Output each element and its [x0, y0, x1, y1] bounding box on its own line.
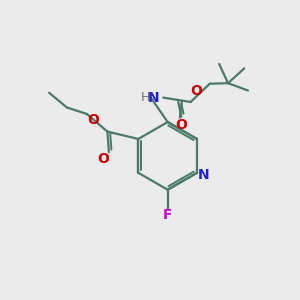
Text: O: O [87, 113, 99, 127]
Text: H: H [141, 91, 150, 104]
Text: O: O [97, 152, 109, 166]
Text: F: F [163, 208, 172, 222]
Text: O: O [175, 118, 187, 132]
Text: O: O [191, 83, 203, 98]
Text: N: N [148, 91, 160, 105]
Text: N: N [198, 168, 209, 182]
